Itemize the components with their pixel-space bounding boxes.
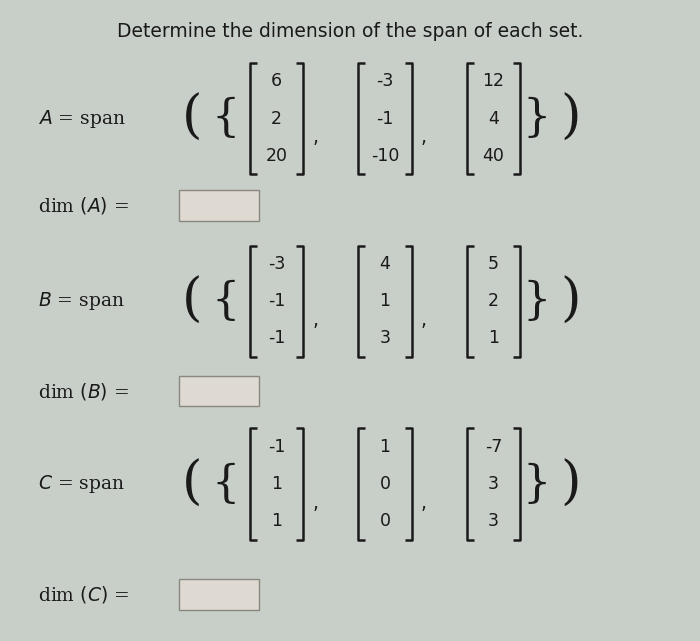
FancyBboxPatch shape <box>178 376 259 406</box>
Text: ): ) <box>560 458 581 510</box>
Text: 20: 20 <box>265 147 288 165</box>
Text: 1: 1 <box>271 475 282 493</box>
Text: dim $(C)$ =: dim $(C)$ = <box>38 585 130 605</box>
Text: Determine the dimension of the span of each set.: Determine the dimension of the span of e… <box>117 22 583 42</box>
Text: 40: 40 <box>482 147 505 165</box>
Text: ): ) <box>560 276 581 327</box>
Text: 3: 3 <box>488 475 499 493</box>
Text: {: { <box>212 279 240 323</box>
Text: 1: 1 <box>379 438 391 456</box>
Text: -1: -1 <box>268 329 285 347</box>
Text: ,: , <box>312 494 318 513</box>
Text: ,: , <box>312 311 318 330</box>
Text: $\mathit{A}$ = span: $\mathit{A}$ = span <box>38 108 126 129</box>
Text: 1: 1 <box>271 512 282 530</box>
Text: ,: , <box>421 494 426 513</box>
Text: ): ) <box>560 93 581 144</box>
Text: 1: 1 <box>379 292 391 310</box>
Text: 3: 3 <box>488 512 499 530</box>
Text: 3: 3 <box>379 329 391 347</box>
Text: ,: , <box>421 311 426 330</box>
Text: $\mathit{B}$ = span: $\mathit{B}$ = span <box>38 290 125 312</box>
Text: 2: 2 <box>488 292 499 310</box>
FancyBboxPatch shape <box>178 579 259 610</box>
Text: 4: 4 <box>379 255 391 273</box>
Text: ,: , <box>312 128 318 147</box>
Text: -3: -3 <box>377 72 393 90</box>
Text: $\mathit{C}$ = span: $\mathit{C}$ = span <box>38 473 125 495</box>
Text: {: { <box>212 97 240 140</box>
Text: -1: -1 <box>268 292 285 310</box>
Text: 0: 0 <box>379 512 391 530</box>
Text: }: } <box>523 97 551 140</box>
Text: 1: 1 <box>488 329 499 347</box>
Text: -3: -3 <box>268 255 285 273</box>
Text: {: { <box>212 462 240 506</box>
Text: 5: 5 <box>488 255 499 273</box>
Text: (: ( <box>182 458 203 510</box>
Text: (: ( <box>182 276 203 327</box>
Text: 12: 12 <box>482 72 505 90</box>
Text: dim $(A)$ =: dim $(A)$ = <box>38 195 130 215</box>
Text: -1: -1 <box>268 438 285 456</box>
Text: 6: 6 <box>271 72 282 90</box>
Text: -10: -10 <box>371 147 399 165</box>
Text: 0: 0 <box>379 475 391 493</box>
Text: 4: 4 <box>488 110 499 128</box>
Text: 2: 2 <box>271 110 282 128</box>
Text: -1: -1 <box>377 110 393 128</box>
FancyBboxPatch shape <box>178 190 259 221</box>
Text: }: } <box>523 462 551 506</box>
Text: (: ( <box>182 93 203 144</box>
Text: ,: , <box>421 128 426 147</box>
Text: dim $(B)$ =: dim $(B)$ = <box>38 381 130 401</box>
Text: }: } <box>523 279 551 323</box>
Text: -7: -7 <box>485 438 502 456</box>
